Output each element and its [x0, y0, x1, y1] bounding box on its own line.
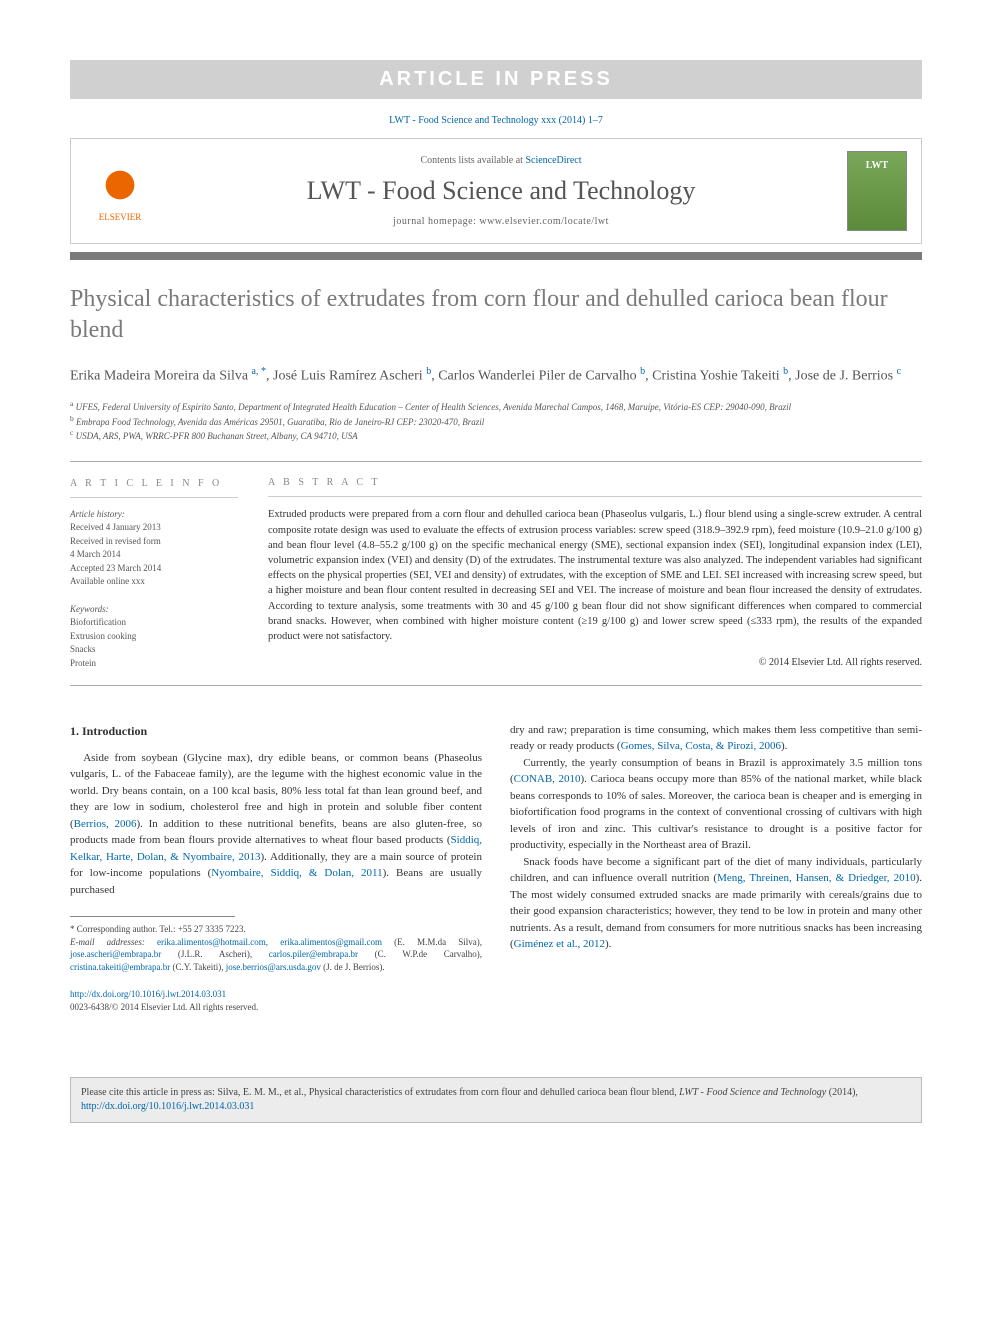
journal-cover-thumb: LWT [847, 151, 907, 231]
ref-berrios-2006[interactable]: Berrios, 2006 [74, 818, 137, 830]
keywords-block: Keywords: BiofortificationExtrusion cook… [70, 603, 238, 671]
article-info-heading: A R T I C L E I N F O [70, 476, 238, 498]
p2-text-b: ). [781, 740, 787, 752]
abstract-heading: A B S T R A C T [268, 476, 922, 498]
section-1-heading: 1. Introduction [70, 722, 482, 740]
article-page: ARTICLE IN PRESS LWT - Food Science and … [0, 0, 992, 1055]
journal-title: LWT - Food Science and Technology [155, 176, 847, 206]
abstract-column: A B S T R A C T Extruded products were p… [250, 462, 922, 685]
intro-p4: Snack foods have become a significant pa… [510, 854, 922, 953]
header-center: Contents lists available at ScienceDirec… [155, 155, 847, 227]
intro-p2: dry and raw; preparation is time consumi… [510, 722, 922, 755]
cite-journal: LWT - Food Science and Technology [679, 1087, 826, 1098]
ref-gomes-2006[interactable]: Gomes, Silva, Costa, & Pirozi, 2006 [621, 740, 781, 752]
article-info-column: A R T I C L E I N F O Article history: R… [70, 462, 250, 685]
elsevier-logo: ELSEVIER [85, 160, 155, 222]
publisher-name: ELSEVIER [99, 212, 142, 222]
citation-box: Please cite this article in press as: Si… [70, 1077, 922, 1123]
homepage-prefix: journal homepage: [393, 216, 479, 227]
contents-line: Contents lists available at ScienceDirec… [155, 155, 847, 166]
footnotes: * Corresponding author. Tel.: +55 27 333… [70, 923, 482, 973]
homepage-url[interactable]: www.elsevier.com/locate/lwt [479, 216, 608, 227]
body-two-column: 1. Introduction Aside from soybean (Glyc… [70, 722, 922, 1015]
journal-reference: LWT - Food Science and Technology xxx (2… [70, 115, 922, 126]
header-rule [70, 252, 922, 260]
journal-header-box: ELSEVIER Contents lists available at Sci… [70, 138, 922, 244]
p4-text-c: ). [605, 938, 611, 950]
cite-text-a: Please cite this article in press as: Si… [81, 1087, 679, 1098]
body-col-right: dry and raw; preparation is time consumi… [510, 722, 922, 1015]
contents-prefix: Contents lists available at [420, 155, 525, 166]
info-abstract-row: A R T I C L E I N F O Article history: R… [70, 461, 922, 686]
ref-nyombaire-2011[interactable]: Nyombaire, Siddiq, & Dolan, 2011 [211, 867, 382, 879]
author-list: Erika Madeira Moreira da Silva a, *, Jos… [70, 364, 922, 387]
cover-text: LWT [852, 160, 902, 171]
ref-meng-2010[interactable]: Meng, Threinen, Hansen, & Driedger, 2010 [717, 872, 915, 884]
ref-conab-2010[interactable]: CONAB, 2010 [514, 773, 581, 785]
history-lines: Received 4 January 2013Received in revis… [70, 521, 238, 589]
body-col-left: 1. Introduction Aside from soybean (Glyc… [70, 722, 482, 1015]
issn-copyright: 0023-6438/© 2014 Elsevier Ltd. All right… [70, 1002, 258, 1012]
homepage-line: journal homepage: www.elsevier.com/locat… [155, 216, 847, 227]
intro-p1: Aside from soybean (Glycine max), dry ed… [70, 750, 482, 899]
footnote-separator [70, 916, 235, 917]
sciencedirect-link[interactable]: ScienceDirect [525, 155, 581, 166]
intro-p3: Currently, the yearly consumption of bea… [510, 755, 922, 854]
elsevier-tree-icon [95, 160, 145, 210]
email-label: E-mail addresses: [70, 937, 157, 947]
keywords-lines: BiofortificationExtrusion cookingSnacksP… [70, 616, 238, 670]
history-label: Article history: [70, 508, 238, 522]
doi-block: http://dx.doi.org/10.1016/j.lwt.2014.03.… [70, 988, 482, 1015]
keywords-label: Keywords: [70, 603, 238, 617]
affiliations: a UFES, Federal University of Espirito S… [70, 399, 922, 443]
doi-link[interactable]: http://dx.doi.org/10.1016/j.lwt.2014.03.… [70, 989, 226, 999]
article-title: Physical characteristics of extrudates f… [70, 284, 922, 346]
cite-doi-link[interactable]: http://dx.doi.org/10.1016/j.lwt.2014.03.… [81, 1101, 254, 1112]
email-addresses: E-mail addresses: erika.alimentos@hotmai… [70, 936, 482, 974]
article-in-press-banner: ARTICLE IN PRESS [70, 60, 922, 99]
cite-text-b: (2014), [826, 1087, 858, 1098]
abstract-copyright: © 2014 Elsevier Ltd. All rights reserved… [268, 656, 922, 671]
abstract-text: Extruded products were prepared from a c… [268, 507, 922, 644]
ref-gimenez-2012[interactable]: Giménez et al., 2012 [514, 938, 605, 950]
corresponding-author: * Corresponding author. Tel.: +55 27 333… [70, 923, 482, 936]
